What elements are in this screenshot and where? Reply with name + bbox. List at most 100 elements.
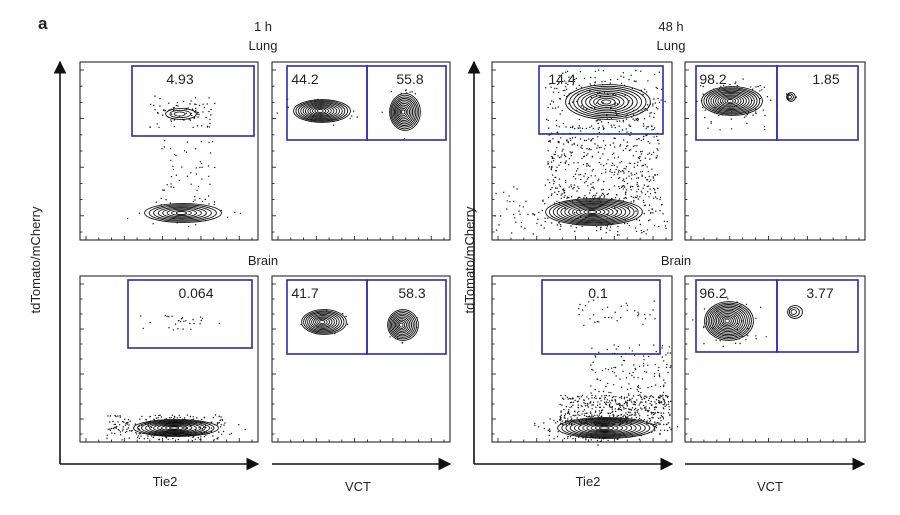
- event-dot: [759, 98, 761, 100]
- event-dot: [643, 118, 646, 120]
- contour-line: [400, 109, 406, 115]
- event-dot: [595, 410, 597, 412]
- event-dot: [631, 174, 633, 176]
- event-dot: [641, 170, 644, 173]
- event-dot: [655, 426, 658, 429]
- event-dot: [618, 185, 620, 188]
- contour-line: [787, 305, 803, 319]
- event-dot: [140, 435, 142, 437]
- event-dot: [734, 342, 737, 344]
- gate-box: [127, 279, 253, 349]
- event-dot: [178, 320, 180, 322]
- event-dot: [644, 107, 647, 110]
- event-dot: [558, 91, 560, 94]
- event-dot: [575, 77, 577, 80]
- event-dot: [554, 107, 557, 109]
- event-dot: [642, 93, 644, 96]
- event-dot: [600, 121, 603, 123]
- event-dot: [643, 108, 645, 110]
- event-dot: [110, 427, 113, 430]
- event-dot: [578, 308, 580, 310]
- event-dot: [598, 414, 601, 416]
- event-dot: [599, 379, 601, 382]
- event-dot: [647, 414, 649, 417]
- event-dot: [568, 103, 570, 105]
- event-dot: [619, 177, 621, 179]
- event-dot: [618, 234, 620, 236]
- event-dot: [136, 436, 139, 438]
- event-dot: [590, 385, 592, 387]
- event-dot: [730, 118, 732, 120]
- event-dot: [561, 109, 563, 112]
- event-dot: [652, 414, 654, 416]
- event-dot: [626, 304, 629, 307]
- event-dot: [565, 160, 567, 162]
- event-dot: [662, 397, 664, 399]
- event-dot: [622, 121, 624, 123]
- event-dot: [638, 438, 640, 440]
- event-dot: [114, 423, 117, 426]
- flow-panel-7: 0.1: [491, 275, 679, 446]
- event-dot: [173, 153, 176, 156]
- event-dot: [607, 401, 609, 404]
- event-dot: [117, 421, 119, 423]
- event-dot: [582, 309, 584, 311]
- event-dot: [583, 399, 585, 401]
- event-dot: [218, 322, 220, 325]
- event-dot: [611, 162, 614, 164]
- event-dot: [661, 345, 664, 347]
- event-dot: [553, 157, 555, 159]
- event-dot: [641, 150, 643, 153]
- y-axis-label-left: tdTomato/mCherry: [28, 206, 43, 313]
- event-dot: [189, 322, 191, 325]
- contour-line: [396, 319, 407, 331]
- event-dot: [563, 414, 566, 417]
- event-dot: [545, 87, 547, 89]
- event-dot: [583, 151, 585, 154]
- event-dot: [639, 387, 641, 390]
- event-dot: [598, 126, 600, 129]
- contour-line: [565, 418, 646, 438]
- event-dot: [549, 418, 551, 420]
- event-dot: [205, 116, 207, 119]
- event-dot: [119, 434, 122, 436]
- event-dot: [653, 344, 655, 346]
- event-dot: [597, 69, 600, 71]
- event-dot: [216, 424, 219, 426]
- event-dot: [557, 106, 559, 108]
- contour-line: [707, 304, 750, 338]
- event-dot: [149, 126, 151, 128]
- contour-line: [166, 208, 197, 218]
- event-dot: [654, 73, 656, 76]
- event-dot: [599, 195, 601, 197]
- event-dot: [660, 412, 662, 414]
- event-dot: [613, 124, 615, 126]
- gate-percentage-label: 96.2: [699, 285, 726, 301]
- event-dot: [547, 179, 549, 181]
- event-dot: [601, 308, 603, 311]
- event-dot: [550, 86, 552, 88]
- event-dot: [569, 151, 571, 153]
- event-dot: [577, 406, 579, 409]
- event-dot: [664, 100, 666, 103]
- event-dot: [567, 141, 570, 144]
- event-dot: [648, 407, 651, 409]
- contour-line: [173, 111, 186, 117]
- event-dot: [599, 397, 602, 399]
- contour-line: [309, 313, 338, 331]
- event-dot: [640, 395, 642, 398]
- event-dot: [661, 347, 663, 349]
- event-dot: [547, 161, 549, 163]
- event-dot: [574, 136, 576, 139]
- event-dot: [565, 155, 567, 158]
- event-dot: [644, 204, 646, 206]
- event-dot: [643, 370, 646, 373]
- event-dot: [170, 120, 173, 123]
- event-dot: [568, 412, 570, 414]
- event-dot: [567, 435, 569, 438]
- event-dot: [145, 419, 147, 421]
- event-dot: [583, 324, 585, 326]
- event-dot: [561, 150, 563, 152]
- event-dot: [192, 416, 194, 418]
- event-dot: [543, 427, 545, 430]
